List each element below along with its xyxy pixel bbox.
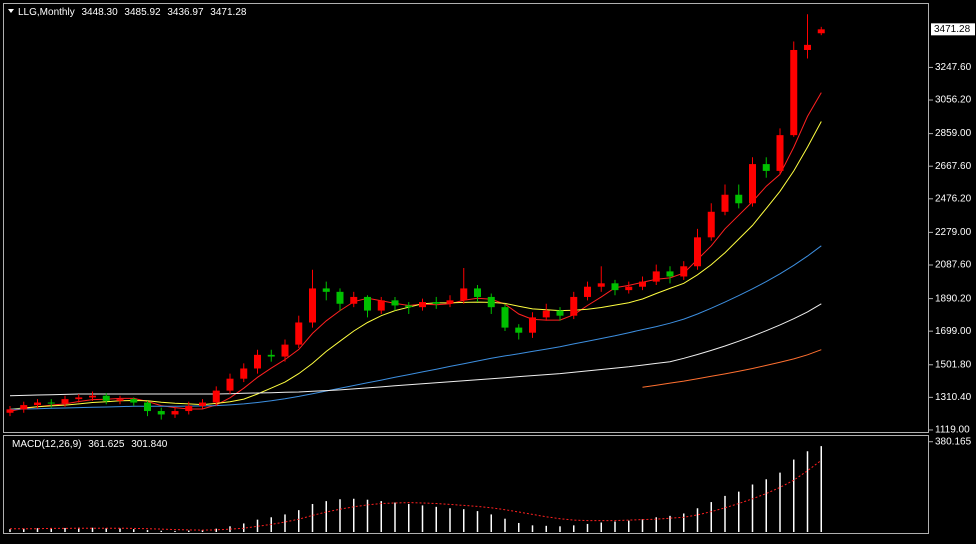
signal-value: 301.840: [131, 439, 168, 450]
candle-body: [34, 402, 41, 406]
ma-line: [9, 303, 822, 397]
candle-body: [776, 135, 784, 171]
candle-body: [817, 29, 825, 34]
y-tick-label: 2476.20: [935, 193, 972, 204]
candle-body: [735, 194, 743, 204]
candle-body: [20, 405, 28, 410]
candle-body: [584, 286, 591, 297]
candle-body: [570, 296, 578, 316]
y-tick-label: 3056.20: [935, 95, 972, 106]
candle-body: [652, 271, 660, 282]
candle-body: [419, 302, 426, 308]
candle-body: [350, 296, 358, 304]
candle-body: [144, 402, 151, 412]
y-tick-label: 2087.60: [935, 260, 972, 271]
candle-body: [501, 307, 509, 328]
candle-body: [75, 397, 83, 400]
candle-body: [171, 411, 179, 415]
candle-body: [89, 395, 96, 398]
macd-value: 361.625: [88, 439, 125, 450]
candle-body: [295, 322, 303, 345]
header: LLG,Monthly 3448.30 3485.92 3436.97 3471…: [18, 7, 247, 18]
y-tick-label: 2279.00: [935, 227, 972, 238]
candle-body: [804, 44, 811, 50]
price-box: [931, 23, 975, 36]
ma-line: [9, 121, 822, 410]
candle-body: [666, 271, 674, 277]
candle-body: [432, 302, 440, 304]
candle-body: [336, 291, 344, 304]
chart-title: LLG,Monthly: [18, 7, 75, 18]
y-tick-label: 1699.00: [935, 326, 972, 337]
candle-body: [694, 237, 701, 267]
candle-body: [226, 378, 234, 391]
y-tick-label: 1890.20: [935, 293, 972, 304]
candle-body: [529, 317, 536, 333]
candle-body: [130, 399, 138, 403]
current-price: 3471.28: [934, 24, 971, 35]
price-panel: [3, 3, 929, 433]
y-tick-label: 3247.60: [935, 62, 972, 73]
y-tick-label: 2667.60: [935, 161, 972, 172]
candle-body: [762, 164, 770, 171]
candle-body: [185, 405, 193, 412]
macd-panel: [3, 435, 929, 534]
low-value: 3436.97: [167, 7, 204, 18]
signal-line: [10, 459, 822, 531]
candle-body: [680, 266, 688, 277]
candle-body: [556, 310, 564, 316]
candle-body: [597, 283, 605, 287]
candle-body: [281, 344, 289, 357]
close-value: 3471.28: [210, 7, 247, 18]
candle-body: [102, 395, 110, 401]
candle-body: [309, 288, 316, 323]
macd-header: MACD(12,26,9) 361.625 301.840: [12, 439, 168, 450]
candle-body: [611, 283, 619, 291]
candle-body: [749, 164, 756, 204]
candle-body: [391, 300, 399, 306]
candle-body: [212, 390, 220, 403]
candle-body: [240, 368, 248, 379]
candle-body: [790, 49, 798, 136]
candle-body: [157, 411, 165, 415]
y-tick-label: 1501.80: [935, 359, 972, 370]
ma-line: [642, 349, 822, 388]
macd-title: MACD(12,26,9): [12, 439, 81, 450]
candle-body: [460, 288, 468, 301]
candle-body: [542, 310, 550, 318]
candle-body: [474, 288, 481, 297]
candle-body: [322, 288, 330, 292]
y-tick-label: 1310.40: [935, 392, 972, 403]
candle-body: [405, 305, 413, 308]
candle-body: [446, 300, 454, 304]
candle-body: [707, 211, 715, 238]
candle-body: [639, 281, 646, 287]
high-value: 3485.92: [124, 7, 161, 18]
candle-body: [267, 354, 275, 357]
candle-body: [199, 402, 206, 406]
menu-arrow[interactable]: [8, 9, 14, 13]
candle-body: [6, 409, 14, 413]
candle-body: [377, 300, 385, 311]
candle-body: [116, 399, 124, 401]
open-value: 3448.30: [81, 7, 118, 18]
candle-body: [61, 399, 69, 404]
candle-body: [515, 327, 523, 333]
candle-body: [721, 194, 729, 212]
candle-body: [254, 354, 261, 369]
candle-body: [364, 296, 371, 311]
candle-body: [487, 296, 495, 308]
candle-body: [625, 286, 633, 291]
y-tick-label: 380.165: [935, 436, 972, 447]
y-tick-label: 1119.00: [935, 425, 970, 436]
candle-body: [47, 402, 55, 404]
y-tick-label: 2859.00: [935, 128, 972, 139]
